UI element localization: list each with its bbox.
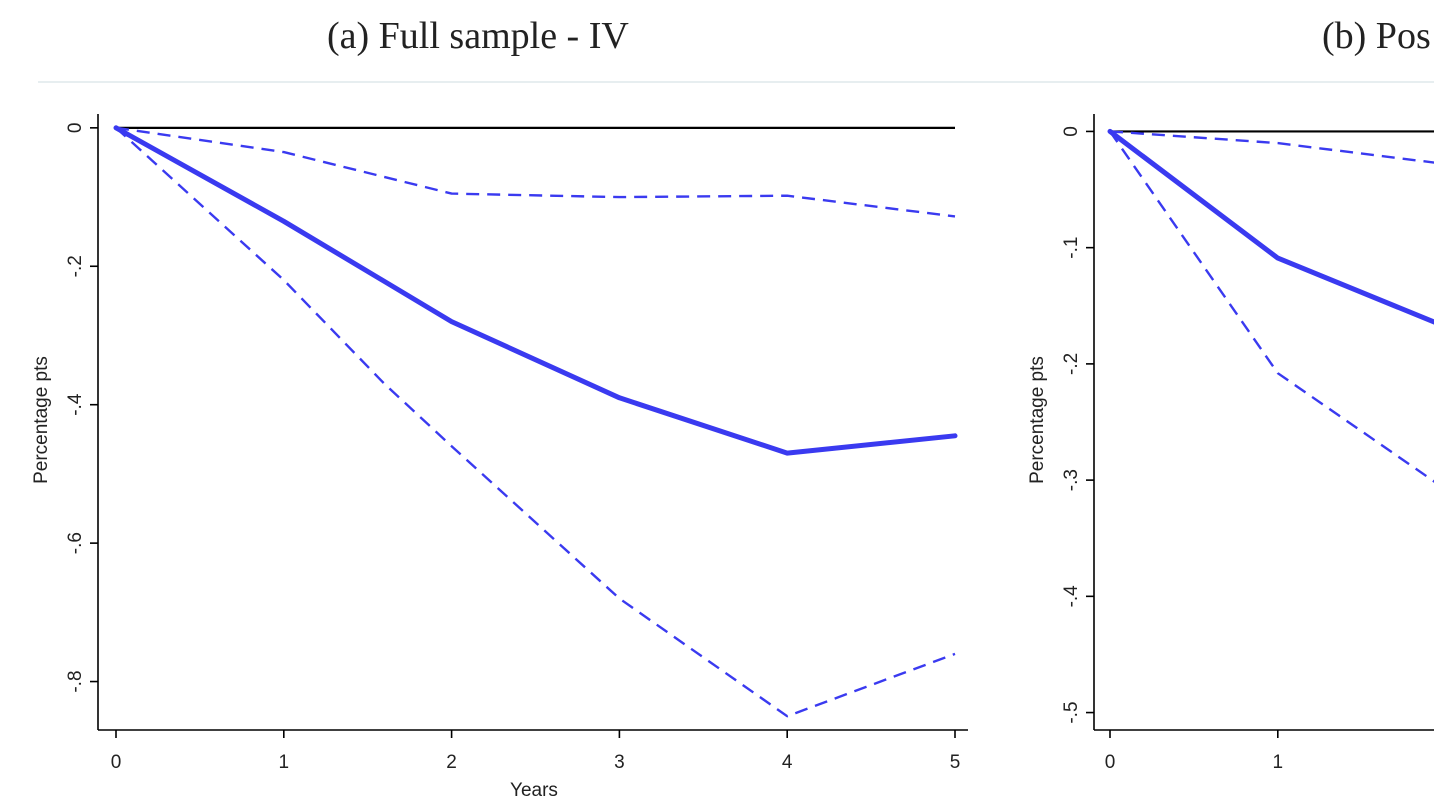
panel-b-confidence-band-upper [1109,130,1434,164]
panel-a-y-axis-title: Percentage pts [31,356,52,484]
panel-b-y-tick-label: -.4 [1061,585,1082,608]
panel-b-x-tick-label: 1 [1273,752,1284,773]
panel-a-y-tick-label: -.4 [65,393,86,416]
panel-a-x-tick-label: 3 [614,752,625,773]
panel-a-confidence-band-lower [115,126,956,718]
panel-a-x-tick-label: 1 [279,752,290,773]
title-divider [38,81,1434,83]
panel-b-y-axis-title: Percentage pts [1027,356,1048,484]
panel-b-y-tick-label: -.5 [1061,701,1082,723]
panel-b-confidence-band-lower [1109,130,1434,483]
panel-a-x-axis-title: Years [510,780,558,798]
panel-b-y-tick-label: 0 [1061,126,1082,137]
panel-a-x-tick-label: 0 [111,752,122,773]
panel-a-x-tick-label: 5 [950,752,961,773]
panel-a-x-tick-label: 2 [446,752,457,773]
panel-b-title: (b) Pos [1322,15,1431,57]
panel-b-y-tick-label: -.1 [1061,237,1082,259]
panel-b-x-tick-label: 0 [1105,752,1116,773]
panel-b-estimate-line [1107,128,1434,325]
panel-a-y-tick-label: -.2 [65,255,86,277]
panel-a-title: (a) Full sample - IV [327,15,629,57]
panel-a-x-tick-label: 4 [782,752,793,773]
panel-b-y-tick-label: -.2 [1061,353,1082,375]
panel-a-y-tick-label: -.6 [65,532,86,554]
panel-a-confidence-band-upper [115,126,956,218]
panel-a-y-tick-label: -.8 [65,670,86,692]
panel-b-y-tick-label: -.3 [1061,469,1082,491]
panel-a-y-tick-label: 0 [65,123,86,134]
panel-a-estimate-line [113,125,958,456]
